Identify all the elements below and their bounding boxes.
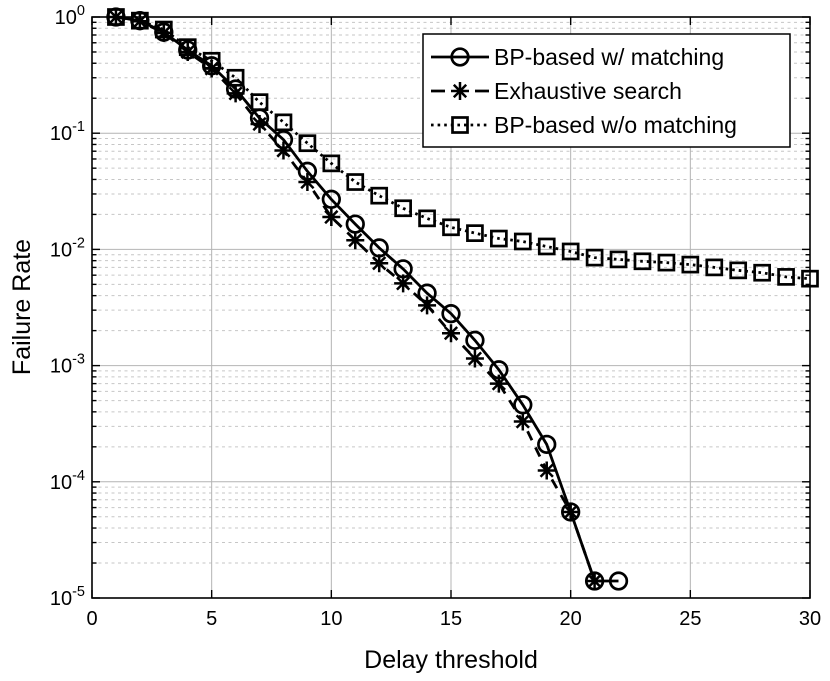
y-tick-label: 10-4 (50, 468, 85, 494)
circle-marker (465, 330, 485, 350)
asterisk-marker (250, 114, 269, 133)
y-tick-labels: 100 10-1 10-2 10-3 10-4 10-5 (50, 3, 85, 610)
asterisk-marker (178, 42, 197, 61)
asterisk-marker (418, 296, 437, 315)
square-marker (202, 51, 221, 70)
y-tick-label: 100 (55, 3, 85, 29)
square-marker (705, 258, 724, 277)
x-tick-label: 15 (440, 608, 462, 630)
circle-marker (441, 303, 461, 324)
square-marker (178, 38, 197, 57)
legend-item-bp-based-w-matching: BP-based w/ matching (431, 44, 724, 70)
legend: BP-based w/ matching Exhaustive search BP-… (422, 33, 791, 148)
x-tick-label: 5 (206, 608, 217, 630)
asterisk-marker (561, 502, 580, 521)
y-tick-label: 10-3 (50, 352, 85, 378)
x-tick-label: 30 (799, 608, 821, 630)
legend-item-exhaustive-search: Exhaustive search (431, 78, 682, 104)
y-tick-label: 10-1 (50, 119, 85, 145)
square-marker (729, 261, 748, 280)
asterisk-marker (226, 84, 245, 103)
square-marker (442, 218, 460, 237)
x-tick-label: 25 (679, 608, 701, 630)
asterisk-marker (154, 23, 173, 42)
circle-marker (321, 189, 341, 209)
square-marker (561, 242, 580, 261)
asterisk-marker (322, 208, 341, 227)
square-marker (322, 154, 341, 173)
y-tick-label: 10-5 (50, 584, 85, 610)
square-marker (537, 237, 556, 256)
asterisk-marker (489, 374, 508, 393)
legend-label-bp-based-w-o-matching: BP-based w/o matching (494, 112, 737, 138)
x-tick-label: 10 (320, 608, 342, 630)
asterisk-marker (130, 12, 149, 31)
square-marker (466, 224, 484, 242)
x-tick-label: 0 (86, 608, 97, 630)
asterisk-marker (537, 461, 556, 480)
square-marker (394, 199, 412, 218)
circle-marker (608, 571, 629, 591)
square-marker (633, 252, 652, 271)
square-marker (513, 232, 532, 251)
square-marker (777, 268, 795, 286)
legend-label-bp-based-w-matching: BP-based w/ matching (494, 44, 724, 70)
circle-marker (537, 434, 557, 455)
plot-border (91, 16, 811, 599)
square-marker (657, 253, 676, 272)
asterisk-marker (298, 173, 317, 192)
asterisk-marker (394, 274, 413, 293)
asterisk-marker (465, 349, 484, 368)
series-bp-based-w-o-matching-line (115, 15, 811, 281)
square-marker (131, 11, 149, 30)
square-marker (681, 255, 700, 274)
x-tick-labels: 0 5 10 15 20 25 30 (86, 608, 821, 630)
square-marker (274, 113, 293, 132)
legend-item-bp-based-w-o-matching: BP-based w/o matching (431, 112, 737, 138)
square-marker (250, 93, 269, 112)
x-tick-label: 20 (560, 608, 582, 630)
asterisk-marker (274, 141, 293, 160)
series-exhaustive-search-line (115, 15, 596, 582)
square-marker (298, 134, 317, 153)
asterisk-marker (370, 254, 389, 273)
asterisk-marker (513, 412, 532, 431)
square-marker (609, 250, 628, 269)
square-marker (451, 116, 469, 134)
square-marker (418, 209, 436, 228)
y-tick-label: 10-2 (50, 235, 85, 261)
square-marker (490, 229, 508, 248)
square-marker (370, 186, 389, 205)
asterisk-marker (585, 572, 604, 591)
square-marker (226, 68, 245, 87)
asterisk-marker (451, 82, 469, 100)
square-marker (346, 173, 365, 191)
y-axis-label: Failure Rate (8, 239, 36, 375)
series-layer (106, 7, 819, 591)
square-marker (585, 248, 604, 267)
legend-label-exhaustive-search: Exhaustive search (494, 78, 682, 104)
x-axis-label: Delay threshold (364, 646, 538, 674)
square-marker (154, 20, 173, 39)
square-marker (753, 263, 771, 282)
asterisk-marker (346, 231, 365, 250)
series-bp-based-w-matching-line (115, 15, 619, 583)
asterisk-marker (442, 324, 460, 343)
circle-marker (450, 47, 470, 67)
